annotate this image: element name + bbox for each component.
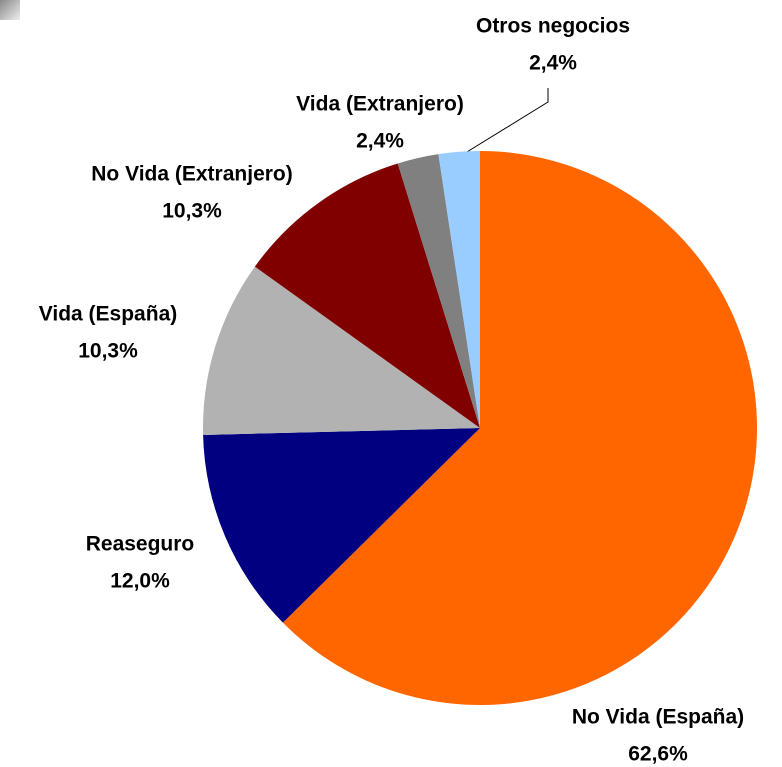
corner-decoration bbox=[0, 0, 20, 20]
pie-slice bbox=[254, 163, 480, 429]
slice-value-label: 2,4% bbox=[356, 130, 404, 153]
slice-value-label: 2,4% bbox=[529, 52, 577, 75]
pie-slice bbox=[203, 266, 480, 435]
slice-value-label: 10,3% bbox=[162, 200, 222, 223]
pie-slice bbox=[203, 428, 481, 623]
pie-slice bbox=[438, 151, 480, 428]
slice-label: Vida (España) bbox=[39, 303, 178, 326]
slice-label: No Vida (Extranjero) bbox=[91, 163, 293, 186]
pie-slice bbox=[282, 151, 758, 705]
slice-value-label: 12,0% bbox=[110, 570, 170, 593]
slice-value-label: 62,6% bbox=[628, 743, 688, 766]
slice-label: Otros negocios bbox=[476, 15, 630, 38]
slice-label: Reaseguro bbox=[86, 533, 195, 556]
leader-line bbox=[461, 88, 549, 156]
slice-value-label: 10,3% bbox=[78, 340, 138, 363]
slice-label: No Vida (España) bbox=[572, 706, 744, 729]
slice-label: Vida (Extranjero) bbox=[296, 93, 464, 116]
pie-slice bbox=[397, 154, 480, 428]
